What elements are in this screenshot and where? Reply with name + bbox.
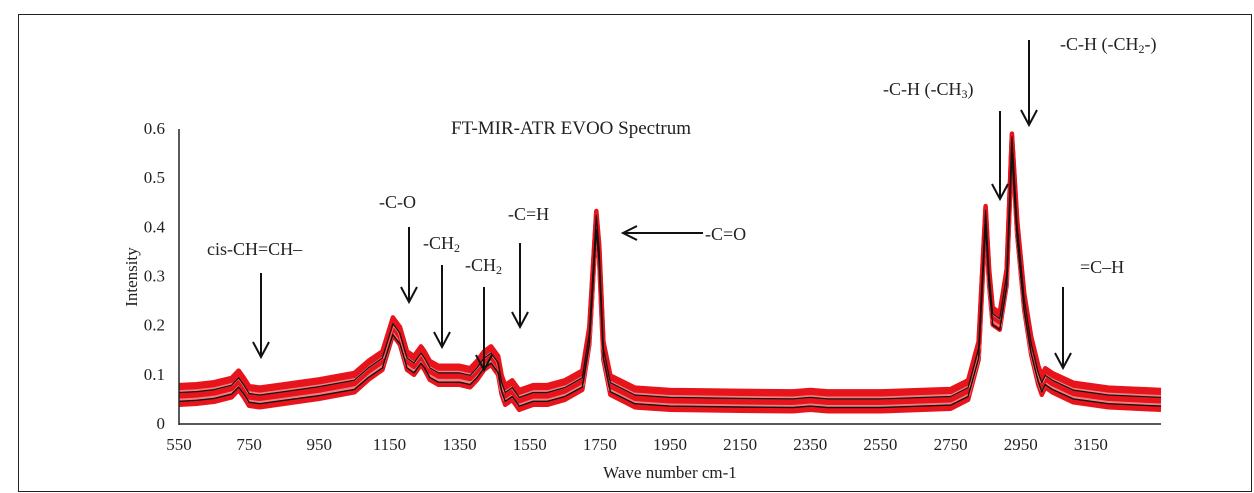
- y-tick-label: 0.1: [144, 365, 165, 384]
- spectrum-chart: 0 0.1 0.2 0.3 0.4 0.5 0.6 550 750 950 1150 1350 155…: [122, 34, 1162, 482]
- peak-annotation: cis-CH=CH–: [207, 239, 303, 360]
- x-tick-label: 2950: [1004, 435, 1038, 454]
- peak-annotation-label: -CH2: [423, 233, 460, 255]
- x-tick-label: 2750: [934, 435, 968, 454]
- peak-annotation: -C-H (-CH2-): [1020, 34, 1157, 128]
- y-tick-label: 0: [157, 414, 166, 433]
- x-tick-label: 550: [166, 435, 192, 454]
- peak-annotation-label: -C=H: [508, 204, 549, 224]
- y-tick-label: 0.2: [144, 316, 165, 335]
- x-tick-label: 950: [307, 435, 333, 454]
- x-tick-label: 2150: [723, 435, 757, 454]
- reference-spectrum-line: [178, 136, 1162, 400]
- peak-arrow-head: [475, 354, 493, 373]
- peak-annotation: -C=O: [620, 224, 746, 244]
- peak-annotation-label: =C–H: [1080, 257, 1124, 277]
- peak-annotation-label: -C-O: [379, 192, 416, 212]
- peak-annotation-label: -C=O: [705, 224, 746, 244]
- x-tick-label: 2350: [793, 435, 827, 454]
- chart-title: FT-MIR-ATR EVOO Spectrum: [451, 118, 691, 139]
- peak-arrow-head: [252, 341, 270, 360]
- y-axis-label: Intensity: [122, 247, 141, 307]
- plot-area: [178, 131, 1162, 414]
- peak-annotation: =C–H: [1054, 257, 1124, 371]
- peak-arrow-head: [511, 311, 529, 330]
- x-tick-labels: 550 750 950 1150 1350 1550 1750 1950 2150 2350 255…: [166, 435, 1108, 454]
- peak-annotation: -CH2: [423, 233, 460, 350]
- peak-arrow-head: [400, 286, 418, 305]
- figure-frame: 0 0.1 0.2 0.3 0.4 0.5 0.6 550 750 950 1150 1350 155…: [18, 14, 1252, 492]
- x-tick-label: 1950: [653, 435, 687, 454]
- y-tick-labels: 0 0.1 0.2 0.3 0.4 0.5 0.6: [144, 119, 166, 433]
- y-tick-label: 0.5: [144, 168, 165, 187]
- peak-annotation-label: -C-H (-CH3): [883, 79, 974, 101]
- peak-annotation: -C-H (-CH3): [883, 79, 1009, 202]
- peak-annotation: -C-O: [379, 192, 418, 305]
- x-tick-label: 1350: [443, 435, 477, 454]
- peak-annotation: -C=H: [508, 204, 549, 330]
- reference-spectrum-line: [178, 152, 1162, 409]
- peak-arrow-head: [991, 183, 1009, 202]
- x-tick-label: 3150: [1074, 435, 1108, 454]
- peak-annotation-label: -C-H (-CH2-): [1060, 34, 1157, 56]
- peak-arrow-head: [1020, 109, 1038, 128]
- x-tick-label: 750: [236, 435, 262, 454]
- x-tick-label: 1750: [583, 435, 617, 454]
- peak-annotation: -CH2: [465, 255, 502, 373]
- y-tick-label: 0.6: [144, 119, 165, 138]
- y-tick-label: 0.4: [144, 217, 166, 236]
- x-tick-label: 1150: [373, 435, 406, 454]
- x-tick-label: 1550: [513, 435, 547, 454]
- peak-arrow-head: [433, 331, 451, 350]
- x-tick-label: 2550: [863, 435, 897, 454]
- x-axis-label: Wave number cm-1: [603, 463, 737, 482]
- peak-annotation-label: -CH2: [465, 255, 502, 277]
- peak-arrow-head: [1054, 352, 1072, 371]
- peak-annotation-label: cis-CH=CH–: [207, 239, 303, 259]
- spectrum-line: [178, 131, 1162, 394]
- peak-arrow-head: [620, 225, 638, 241]
- y-tick-label: 0.3: [144, 267, 165, 286]
- peak-annotations: cis-CH=CH– -C-O -CH2-CH2 -C=H -C=O -C-H (-CH3…: [207, 34, 1157, 373]
